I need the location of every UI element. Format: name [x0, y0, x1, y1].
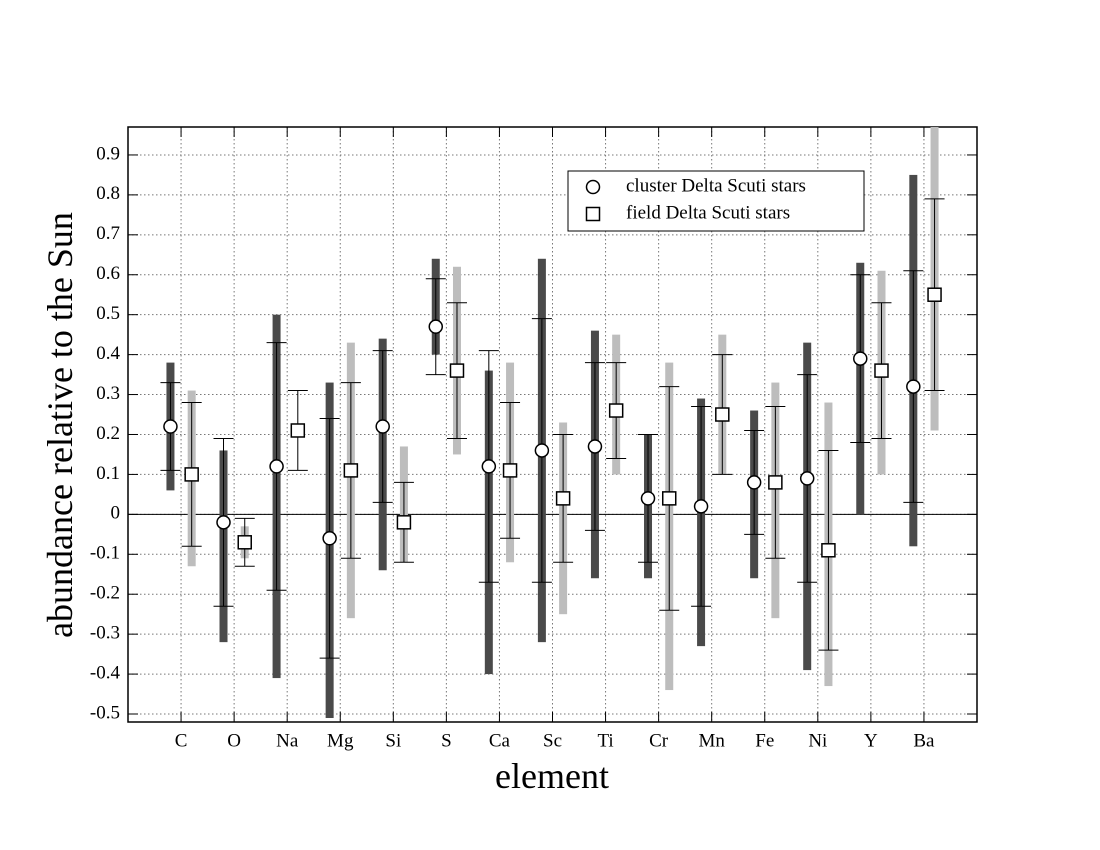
- y-axis-label: abundance relative to the Sun: [40, 212, 80, 638]
- data-point: [874, 363, 889, 378]
- data-point: [661, 491, 677, 506]
- x-tick-label: Ni: [808, 730, 827, 751]
- data-point: [906, 379, 921, 394]
- y-tick-label: 0: [111, 503, 121, 524]
- data-point: [449, 363, 465, 378]
- x-tick-label: Fe: [755, 730, 774, 751]
- x-tick-label: Cr: [649, 730, 669, 751]
- data-point: [216, 515, 231, 530]
- y-tick-label: 0.7: [96, 223, 120, 244]
- y-tick-label: 0.9: [96, 143, 120, 164]
- data-point: [853, 351, 868, 366]
- plot-area: [128, 127, 977, 722]
- data-point: [269, 459, 284, 474]
- data-point: [640, 491, 656, 506]
- x-tick-label: Na: [276, 730, 299, 751]
- data-point: [184, 467, 199, 482]
- data-point: [693, 499, 709, 514]
- x-tick-label: O: [227, 730, 241, 751]
- data-point: [799, 471, 815, 486]
- data-point: [768, 475, 783, 490]
- data-point: [585, 206, 601, 222]
- x-tick-label: Mg: [327, 730, 354, 751]
- y-tick-label: 0.3: [96, 383, 120, 404]
- data-point: [375, 419, 390, 434]
- data-point: [322, 531, 337, 546]
- y-tick-label: 0.1: [96, 463, 120, 484]
- legend-label: cluster Delta Scuti stars: [626, 175, 806, 196]
- data-point: [587, 439, 603, 454]
- data-point: [237, 535, 252, 550]
- data-point: [608, 403, 624, 418]
- x-tick-label: Ca: [489, 730, 511, 751]
- y-tick-label: -0.4: [90, 662, 121, 683]
- data-point: [821, 543, 836, 558]
- y-tick-label: 0.4: [96, 343, 120, 364]
- data-point: [746, 475, 762, 490]
- y-tick-label: 0.2: [96, 423, 120, 444]
- y-tick-label: -0.1: [90, 543, 120, 564]
- x-tick-label: Si: [385, 730, 401, 751]
- x-tick-label: Sc: [543, 730, 562, 751]
- data-point: [502, 463, 518, 478]
- y-tick-label: 0.6: [96, 263, 120, 284]
- data-point: [290, 423, 306, 438]
- data-point: [534, 443, 550, 458]
- y-tick-label: -0.2: [90, 583, 120, 604]
- data-point: [927, 287, 942, 302]
- data-point: [428, 319, 444, 334]
- x-tick-label: Y: [864, 730, 878, 751]
- data-point: [585, 179, 601, 195]
- x-tick-label: C: [175, 730, 188, 751]
- legend-label: field Delta Scuti stars: [626, 202, 790, 223]
- y-tick-label: 0.5: [96, 303, 120, 324]
- x-axis-label: element: [495, 756, 609, 796]
- data-point: [396, 515, 412, 530]
- data-point: [555, 491, 571, 506]
- y-tick-label: -0.5: [90, 702, 120, 723]
- y-tick-label: 0.8: [96, 183, 120, 204]
- data-point: [481, 459, 497, 474]
- data-point: [715, 407, 730, 422]
- legend-box: [567, 170, 865, 232]
- data-point: [163, 419, 178, 434]
- x-tick-label: Ba: [913, 730, 935, 751]
- y-tick-label: -0.3: [90, 623, 120, 644]
- x-tick-label: S: [441, 730, 452, 751]
- x-tick-label: Ti: [597, 730, 613, 751]
- x-tick-label: Mn: [698, 730, 725, 751]
- data-point: [343, 463, 359, 478]
